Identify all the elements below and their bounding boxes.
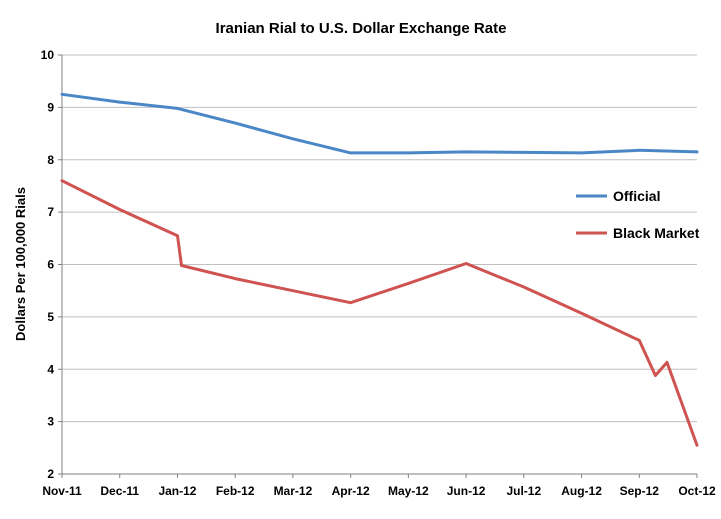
y-tick-label: 9 <box>47 100 54 114</box>
legend-label-official: Official <box>613 188 660 204</box>
y-tick-label: 4 <box>47 362 54 376</box>
x-tick-label: Mar-12 <box>274 484 313 498</box>
x-tick-label: Feb-12 <box>216 484 255 498</box>
y-tick-label: 5 <box>47 310 54 324</box>
y-tick-label: 10 <box>41 48 55 62</box>
y-tick-label: 3 <box>47 415 54 429</box>
x-tick-label: Oct-12 <box>678 484 716 498</box>
x-tick-label: Dec-11 <box>100 484 139 498</box>
y-tick-label: 7 <box>47 205 54 219</box>
x-tick-label: Jun-12 <box>447 484 486 498</box>
series-line-official <box>60 92 699 155</box>
legend-label-black-market: Black Market <box>613 225 700 241</box>
x-tick-label: Apr-12 <box>332 484 370 498</box>
x-tick-label: Aug-12 <box>561 484 602 498</box>
x-tick-label: May-12 <box>388 484 429 498</box>
series-line-black-market <box>60 179 699 447</box>
y-tick-label: 6 <box>47 258 54 272</box>
chart-title: Iranian Rial to U.S. Dollar Exchange Rat… <box>215 20 507 37</box>
y-tick-label: 2 <box>47 467 54 481</box>
x-tick-label: Jan-12 <box>158 484 196 498</box>
x-tick-label: Jul-12 <box>506 484 541 498</box>
x-tick-label: Nov-11 <box>42 484 82 498</box>
x-tick-label: Sep-12 <box>620 484 660 498</box>
y-tick-label: 8 <box>47 153 54 167</box>
